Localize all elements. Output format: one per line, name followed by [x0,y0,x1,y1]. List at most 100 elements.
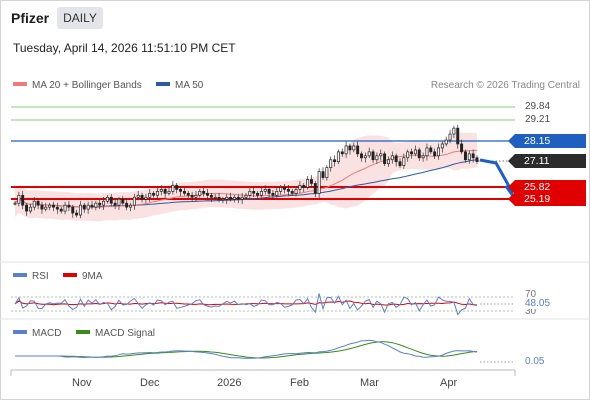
chart-datetime: Tuesday, April 14, 2026 11:51:10 PM CET [13,41,236,55]
candle-body [263,189,267,192]
rsi-upper-label: 70 [525,289,537,300]
legend-ma50-label: MA 50 [175,80,204,91]
rsi-value-label: 48.05 [525,298,551,309]
macd-signal-swatch-icon [76,330,90,335]
x-label-mar: Mar [360,377,379,389]
candle-body [186,192,190,196]
candle-body [379,153,383,157]
candle-body [256,192,260,196]
candle-body [221,198,225,201]
candle-body [159,189,163,192]
candle-body [390,155,394,161]
candle-body [175,185,179,190]
candle-body [163,189,167,194]
x-label-dec: Dec [140,377,160,389]
candle-body [117,198,121,206]
candle-body [437,147,440,157]
target-label-1: 29.84 [525,101,551,112]
candle-body [59,208,63,212]
candle-body [90,204,94,208]
candle-body [109,196,113,204]
candle-body [429,147,433,153]
candle-body [440,143,444,149]
candle-body [433,151,437,157]
legend-macd-signal-label: MACD Signal [95,328,156,339]
rsi-lower-label: 30 [525,306,537,317]
candle-body [71,206,75,214]
candle-body [460,143,464,153]
candle-body [406,151,410,159]
candle-body [209,194,213,198]
candle-body [132,196,136,206]
rsi-line [14,293,478,316]
candle-body [179,189,183,192]
candle-body [25,204,29,212]
rsi-swatch-icon [13,273,27,278]
target-label-2: 29.21 [525,114,551,125]
candle-body [229,196,233,200]
candle-body [259,190,263,196]
candle-body [402,157,406,167]
candle-body [94,202,98,208]
candle-body [113,202,117,206]
candle-body [155,190,159,196]
candle-body [129,204,132,208]
candle-body [244,194,248,198]
legend-ma20-label: MA 20 + Bollinger Bands [32,80,142,91]
candle-body [98,202,102,206]
candle-body [40,204,44,210]
candle-body [202,190,206,194]
legend-ma20: MA 20 + Bollinger Bands [13,80,142,91]
candle-body [102,200,106,206]
candle-body [194,194,198,198]
candle-body [152,192,156,196]
legend-macd: MACD [13,328,61,339]
period-badge[interactable]: DAILY [57,7,103,29]
candle-body [75,212,79,216]
candle-body [398,161,402,167]
candle-body [367,151,371,157]
candle-body [286,189,290,192]
x-label-nov: Nov [72,377,92,389]
candle-body [105,196,109,202]
candle-body [48,204,52,208]
candle-body [279,187,283,192]
rsi-9ma-swatch-icon [63,273,77,278]
candle-body [182,190,186,194]
candle-body [17,194,21,204]
candle-body [271,192,275,196]
candle-body [198,190,202,196]
candle-body [371,151,375,161]
candle-body [225,196,229,200]
candle-body [302,185,306,188]
legend-rsi-label: RSI [32,271,49,282]
candle-body [329,159,333,169]
candle-body [452,127,456,135]
candle-body [456,127,460,145]
candle-body [44,206,48,210]
candle-body [248,190,252,196]
candle-body [375,155,379,161]
candle-body [190,194,194,198]
candle-body [444,139,448,145]
candle-body [236,196,240,200]
macd-signal-line [15,341,478,359]
legend-rsi-9ma-label: 9MA [82,271,103,282]
candle-body [36,200,40,206]
ma50-swatch-icon [156,82,170,87]
candle-body [63,204,67,212]
candle-body [325,167,329,178]
candle-body [67,204,71,208]
candle-body [125,202,129,208]
candle-body [336,151,340,163]
candle-body [317,171,321,194]
projection-arrow [479,158,512,189]
candle-body [86,204,90,210]
candle-body [240,196,244,200]
instrument-title: Pfizer [11,10,50,26]
candle-body [448,133,452,141]
legend-rsi: RSI [13,271,49,282]
candle-body [344,145,348,155]
candle-body [217,196,221,200]
